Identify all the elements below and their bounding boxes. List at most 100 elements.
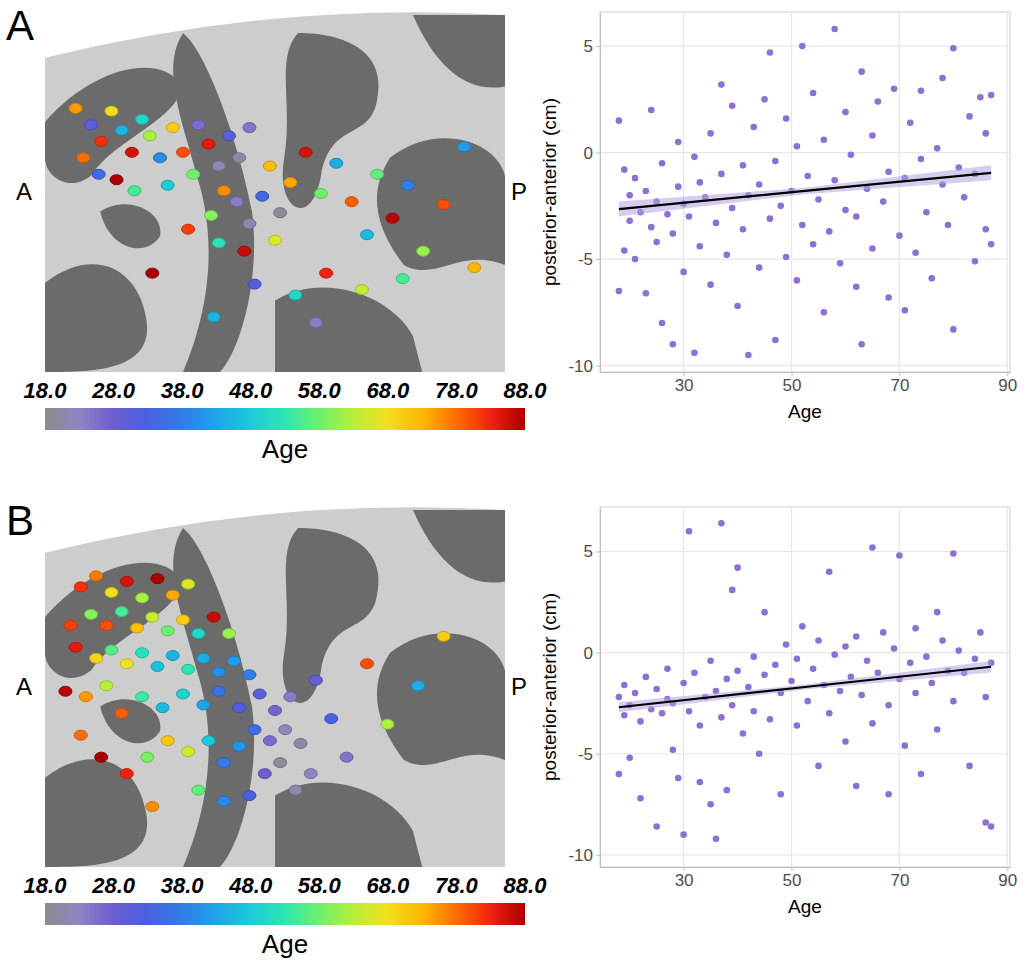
point xyxy=(767,716,774,723)
age-dot xyxy=(269,235,282,245)
age-dot xyxy=(233,703,246,713)
point xyxy=(826,710,833,717)
grid-line-y xyxy=(600,652,1010,653)
y-tick: 0 xyxy=(584,144,600,163)
age-dot xyxy=(212,238,225,248)
point xyxy=(621,166,628,173)
grid-line-x xyxy=(1007,12,1008,372)
point xyxy=(826,568,833,575)
x-tick: 30 xyxy=(675,372,694,395)
point xyxy=(686,708,693,715)
y-tick-mark xyxy=(596,551,600,552)
age-dot xyxy=(115,607,128,617)
point xyxy=(723,676,730,683)
age-dot xyxy=(217,796,230,806)
point xyxy=(675,183,682,190)
point xyxy=(982,130,989,137)
age-dot xyxy=(417,246,430,256)
age-dot xyxy=(248,279,261,289)
age-dot xyxy=(233,153,246,163)
age-dot xyxy=(105,106,118,116)
age-dot xyxy=(207,612,220,622)
point xyxy=(858,68,865,75)
point xyxy=(783,254,790,261)
age-dot xyxy=(85,120,98,130)
point xyxy=(632,175,639,182)
age-dot xyxy=(182,224,195,234)
age-dot xyxy=(177,615,190,625)
age-dot xyxy=(274,758,287,768)
point xyxy=(643,188,650,195)
point xyxy=(788,678,795,685)
x-tick-label: 50 xyxy=(783,871,802,890)
point xyxy=(723,252,730,259)
y-tick: 5 xyxy=(584,37,600,56)
age-dot xyxy=(355,285,368,295)
sulcus xyxy=(377,138,505,270)
grid-line-y xyxy=(600,854,1010,855)
sulcus xyxy=(100,204,160,248)
y-tick-mark xyxy=(596,366,600,367)
point xyxy=(869,544,876,551)
age-dot xyxy=(90,571,103,581)
point xyxy=(756,750,763,757)
colorbar-tick-label: 28.0 xyxy=(91,378,136,403)
point xyxy=(637,718,644,725)
y-tick-label: -5 xyxy=(578,250,593,269)
colorbar-tick-label: 48.0 xyxy=(228,873,273,898)
age-dot xyxy=(79,692,92,702)
y-tick-label: -10 xyxy=(568,357,593,376)
point xyxy=(966,113,973,120)
age-dot xyxy=(146,612,159,622)
point xyxy=(810,90,817,97)
brain-surface xyxy=(45,5,505,372)
point xyxy=(966,763,973,770)
point xyxy=(880,198,887,205)
point xyxy=(697,722,704,729)
point xyxy=(988,241,995,248)
point xyxy=(972,258,979,265)
age-dot xyxy=(197,700,210,710)
point xyxy=(740,226,747,233)
age-dot xyxy=(412,681,425,691)
grid-line-x xyxy=(899,507,900,867)
point xyxy=(853,633,860,640)
point xyxy=(858,692,865,699)
point xyxy=(756,181,763,188)
age-dot xyxy=(105,587,118,597)
age-dot xyxy=(340,752,353,762)
point xyxy=(718,520,725,527)
age-dot xyxy=(212,667,225,677)
age-dot xyxy=(396,274,409,284)
point xyxy=(891,85,898,92)
age-dot xyxy=(64,620,77,630)
point xyxy=(670,230,677,237)
y-axis-line xyxy=(600,508,601,868)
sulcus xyxy=(45,68,183,183)
point xyxy=(772,158,779,165)
y-axis: -10 -5 0 5 xyxy=(568,13,600,376)
colorbar-tick-label: 78.0 xyxy=(435,378,479,403)
point xyxy=(982,819,989,826)
colorbar-title: Age xyxy=(262,929,308,959)
age-dot xyxy=(304,769,317,779)
y-tick: 0 xyxy=(584,644,600,663)
point xyxy=(713,835,720,842)
point xyxy=(740,162,747,169)
x-tick: 70 xyxy=(890,867,909,890)
point xyxy=(659,710,666,717)
age-dot xyxy=(458,142,471,152)
point xyxy=(842,643,849,650)
sulcus xyxy=(275,783,422,867)
age-dot xyxy=(217,186,230,196)
point xyxy=(691,154,698,161)
point xyxy=(821,309,828,316)
sulcus xyxy=(413,510,505,583)
sulcus xyxy=(45,759,147,867)
colorbar-tick-label: 58.0 xyxy=(298,378,342,403)
point xyxy=(934,145,941,152)
age-dot xyxy=(228,656,241,666)
point xyxy=(982,694,989,701)
point xyxy=(955,647,962,654)
x-tick: 90 xyxy=(998,372,1017,395)
